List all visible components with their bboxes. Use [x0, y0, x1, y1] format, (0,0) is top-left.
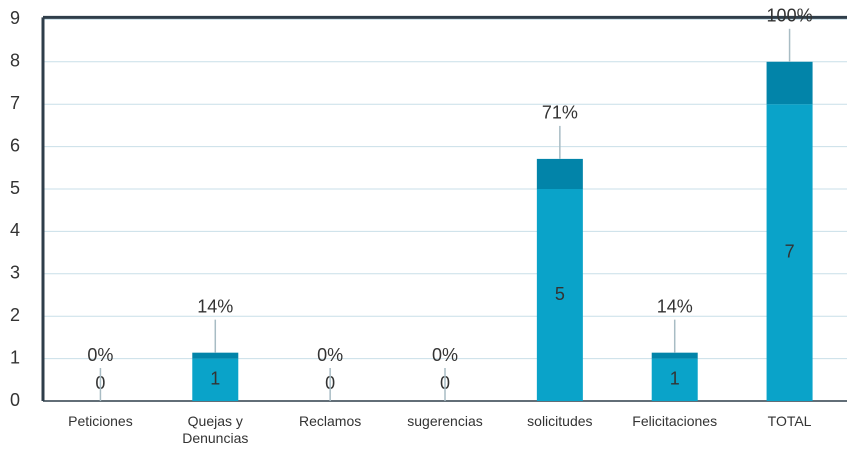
y-tick-label: 3	[10, 263, 20, 283]
percent-label: 14%	[197, 296, 233, 316]
percent-label: 100%	[767, 6, 813, 26]
count-label: 5	[555, 284, 565, 304]
bar-segment	[651, 352, 698, 359]
x-tick-label: Peticiones	[68, 413, 133, 429]
y-tick-label: 2	[10, 305, 20, 325]
x-tick-label: Quejas y Denuncias	[182, 413, 249, 446]
y-tick-label: 5	[10, 178, 20, 198]
bar-segment	[766, 61, 813, 105]
y-tick-label: 1	[10, 347, 20, 367]
y-tick-label: 8	[10, 51, 20, 71]
x-tick-label: Reclamos	[299, 413, 362, 429]
y-tick-label: 9	[10, 8, 20, 28]
bar-segment	[766, 104, 813, 401]
y-tick-label: 7	[10, 93, 20, 113]
bar-segment	[192, 358, 239, 401]
x-tick-label: TOTAL	[767, 413, 812, 429]
y-tick-label: 4	[10, 220, 20, 240]
count-label: 1	[670, 369, 680, 389]
x-tick-label: solicitudes	[527, 413, 593, 429]
x-tick-label: Felicitaciones	[632, 413, 718, 429]
percent-label: 0%	[317, 345, 343, 365]
percent-label: 71%	[542, 103, 578, 123]
count-label: 7	[785, 241, 795, 261]
y-tick-label: 6	[10, 135, 20, 155]
bar-segment	[192, 352, 239, 359]
bar-segment	[536, 158, 583, 189]
percent-label: 0%	[432, 345, 458, 365]
percent-label: 14%	[657, 296, 693, 316]
bar-segment	[536, 189, 583, 401]
count-label: 1	[210, 369, 220, 389]
x-tick-label: sugerencias	[407, 413, 483, 429]
y-tick-label: 0	[10, 390, 20, 410]
percent-label: 0%	[87, 345, 113, 365]
bar-segment	[651, 358, 698, 401]
